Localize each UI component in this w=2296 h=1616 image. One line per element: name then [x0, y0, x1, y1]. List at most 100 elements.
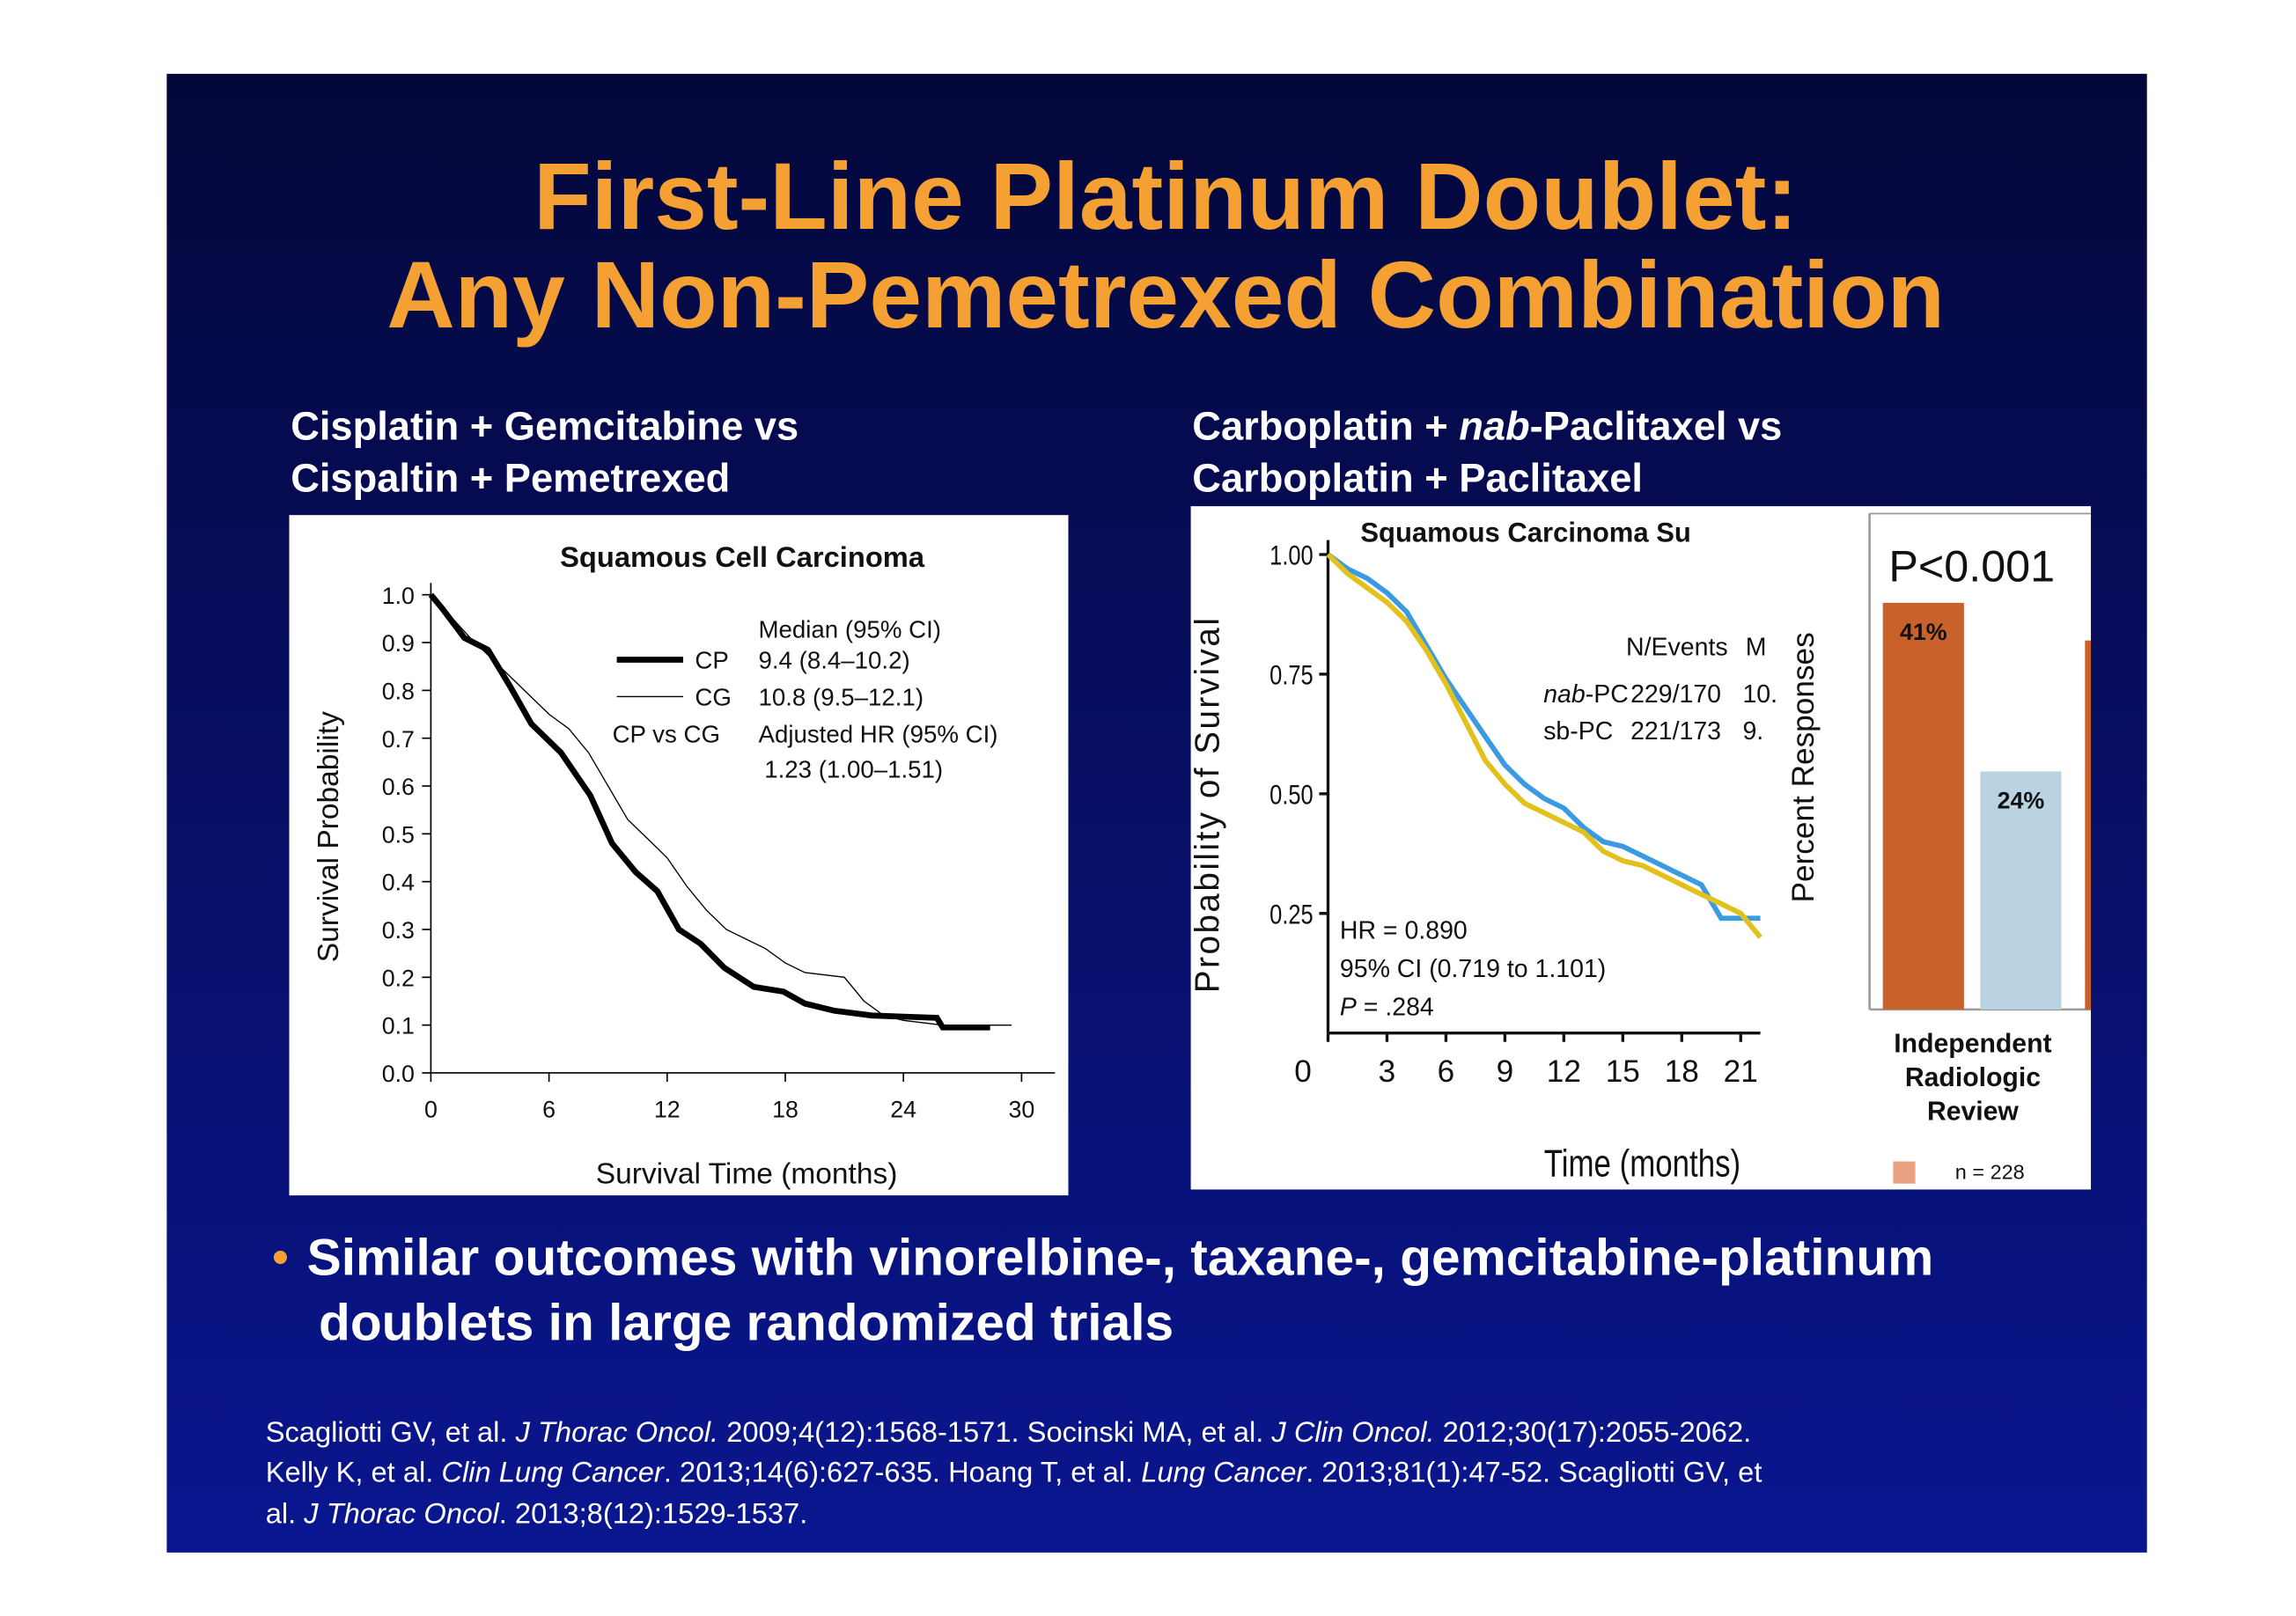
x-tick-label: 9	[1497, 1054, 1514, 1089]
y-tick-label: 0.75	[1269, 660, 1314, 691]
table-header: M	[1746, 633, 1767, 661]
cropped-bar	[2085, 640, 2092, 1010]
y-tick-label: 1.0	[382, 583, 415, 609]
annotation: Adjusted HR (95% CI)	[759, 720, 998, 747]
text-run: Lung Cancer	[1141, 1455, 1306, 1487]
text-run: 2009;4(12):1568-1571. Socinski MA, et al…	[718, 1415, 1271, 1448]
x-tick-label: 0	[424, 1096, 438, 1122]
legend-median: 9.4 (8.4–10.2)	[759, 647, 910, 674]
x-tick-label: 24	[890, 1096, 916, 1122]
panel-heading: Carboplatin + Paclitaxel	[1192, 455, 1643, 500]
survival-curve	[1326, 552, 1762, 939]
text-run: Cisplatin + Gemcitabine vs	[291, 404, 798, 449]
text-run: Kelly K, et al.	[266, 1455, 442, 1487]
y-tick-label: 0.3	[382, 917, 415, 944]
title: First-Line Platinum Doublet:	[534, 143, 1798, 249]
y-tick-label: 0.50	[1269, 780, 1314, 811]
legend-label: n = 228	[1955, 1161, 2025, 1184]
legend-label: CP	[695, 647, 728, 674]
text-run: nab	[1459, 404, 1529, 449]
reference: Kelly K, et al. Clin Lung Cancer. 2013;1…	[266, 1455, 1762, 1487]
y-axis-label: Survival Probability	[313, 711, 345, 962]
chart-title: P<0.001	[1888, 541, 2055, 591]
bullet-dot	[273, 1251, 287, 1265]
legend-median: 10.	[1742, 680, 1777, 709]
x-tick-label: 30	[1008, 1096, 1034, 1122]
text-run: -Paclitaxel vs	[1530, 404, 1783, 449]
text-run: 2012;30(17):2055-2062.	[1435, 1415, 1752, 1448]
x-tick-label: 6	[1438, 1054, 1455, 1089]
text-run: J Clin Oncol.	[1270, 1415, 1434, 1448]
y-tick-label: 0.2	[382, 965, 415, 991]
survival-chart: 0.0 0.1 0.2 0.3 0.4 0.5 0.6 0.7 0.8 0.9 1.0 0 6 12 18 2…	[313, 540, 1056, 1191]
panel-heading: Carboplatin + nab-Paclitaxel vs	[1192, 404, 1782, 449]
legend-label: CG	[695, 683, 731, 710]
panel-heading: Cispaltin + Pemetrexed	[291, 455, 730, 500]
y-tick-label: 0.5	[382, 821, 415, 848]
category-label: Review	[1927, 1098, 2019, 1127]
x-tick-label: 12	[1547, 1054, 1581, 1089]
annotation: HR = 0.890	[1340, 916, 1468, 944]
x-tick-label: 12	[654, 1096, 681, 1122]
x-tick-label: 0	[1294, 1054, 1312, 1089]
chart-title: Squamous Cell Carcinoma	[560, 540, 925, 573]
legend-median: 10.8 (9.5–12.1)	[759, 683, 924, 710]
bar	[1882, 602, 1964, 1010]
x-tick-label: 15	[1606, 1054, 1640, 1089]
y-tick-label: 0.25	[1269, 900, 1314, 930]
legend-events: 229/170	[1630, 680, 1721, 709]
reference: Scagliotti GV, et al. J Thorac Oncol. 20…	[266, 1415, 1752, 1448]
text-run: Cispaltin + Pemetrexed	[291, 455, 730, 500]
y-tick-label: 0.7	[382, 726, 415, 753]
legend-title: Median (95% CI)	[759, 615, 941, 643]
x-axis-label: Time (months)	[1544, 1142, 1740, 1186]
text-run: HR = 0.890	[1340, 916, 1468, 944]
text-run: sb-PC	[1543, 717, 1613, 746]
bullet-text: doublets in large randomized trials	[319, 1294, 1174, 1351]
y-tick-label: 0.4	[382, 870, 415, 896]
y-tick-label: 0.0	[382, 1061, 415, 1087]
x-tick-label: 3	[1379, 1054, 1396, 1089]
text-run: J Thorac Oncol	[303, 1496, 499, 1529]
x-tick-label: 21	[1724, 1054, 1758, 1089]
category-label: Radiologic	[1905, 1063, 2041, 1092]
legend-label: sb-PC	[1543, 717, 1613, 746]
bar	[1980, 771, 2062, 1010]
text-run: . 2013;8(12):1529-1537.	[499, 1496, 808, 1529]
response-chart: P<0.001 Percent Responses 41% 24% Independen…	[1786, 512, 2092, 1184]
reference: al. J Thorac Oncol. 2013;8(12):1529-1537…	[266, 1496, 808, 1529]
survival-curve	[1326, 552, 1761, 922]
text-run: Carboplatin + Paclitaxel	[1192, 455, 1643, 500]
survival-curve	[428, 592, 990, 1031]
y-tick-label: 0.9	[382, 630, 415, 657]
legend-label: nab-PC	[1543, 680, 1629, 709]
text-run: nab	[1543, 680, 1586, 709]
legend-swatch	[1893, 1161, 1916, 1184]
value-label: 24%	[1998, 787, 2045, 813]
chart-title: Squamous Carcinoma Su	[1360, 517, 1690, 547]
text-run: Clin Lung Cancer	[441, 1455, 665, 1487]
text-run: Carboplatin +	[1192, 404, 1459, 449]
text-run: . 2013;81(1):47-52. Scagliotti GV, et	[1306, 1455, 1762, 1487]
text-run: -PC	[1586, 680, 1629, 709]
value-label: 41%	[1900, 619, 1947, 645]
title: Any Non-Pemetrexed Combination	[386, 242, 1945, 348]
y-axis-label: Percent Responses	[1786, 632, 1821, 902]
y-tick-label: 0.1	[382, 1013, 415, 1039]
x-tick-label: 18	[1665, 1054, 1699, 1089]
x-tick-label: 6	[542, 1096, 556, 1122]
legend-median: 9.	[1742, 717, 1763, 746]
text-run: P	[1340, 994, 1357, 1022]
table-header: N/Events	[1626, 633, 1728, 661]
y-tick-label: 0.6	[382, 774, 415, 800]
text-run: 95% CI (0.719 to 1.101)	[1340, 955, 1606, 983]
text-run: . 2013;14(6):627-635. Hoang T, et al.	[664, 1455, 1141, 1487]
category-label: Independent	[1894, 1029, 2051, 1058]
y-axis-label: Probability of Survival	[1188, 616, 1226, 994]
chart-panel	[289, 515, 1069, 1196]
survival-chart: 0.25 0.50 0.75 1.00 0 3 6 9 12 15 18 21 Squamous Car…	[1188, 517, 1777, 1185]
annotation: 1.23 (1.00–1.51)	[764, 756, 943, 783]
x-axis-label: Survival Time (months)	[596, 1158, 898, 1191]
legend-events: 221/173	[1630, 717, 1721, 746]
